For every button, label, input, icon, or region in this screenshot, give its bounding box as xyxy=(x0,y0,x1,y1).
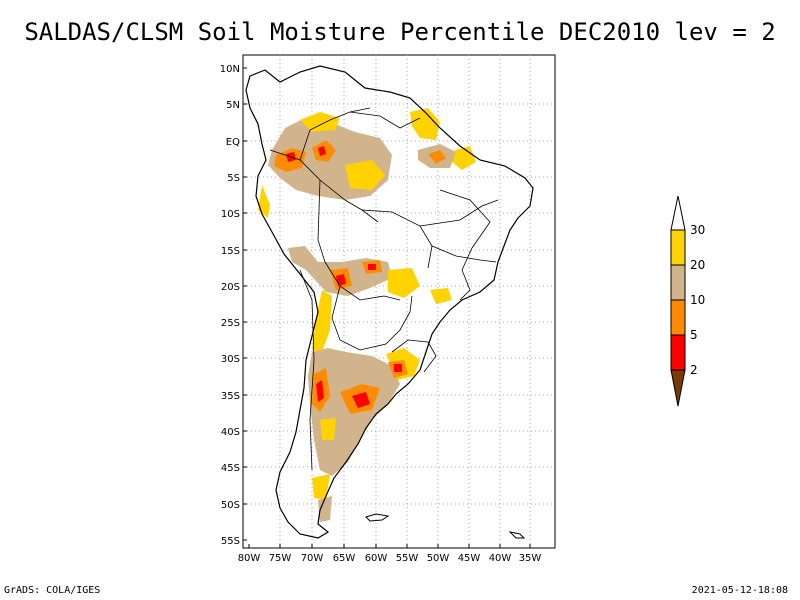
colorbar-label: 20 xyxy=(690,258,705,272)
lon-label: 80W xyxy=(238,553,261,564)
colorbar-top-arrow xyxy=(670,195,686,231)
islands xyxy=(365,513,526,539)
lat-label: 35S xyxy=(221,391,240,402)
lat-label: 10S xyxy=(221,209,240,220)
lon-label: 75W xyxy=(269,553,292,564)
plot-frame xyxy=(242,54,556,549)
percentile-shading xyxy=(258,108,476,522)
shade-band-20-30 xyxy=(388,268,452,304)
shade-band-10-20 xyxy=(318,496,332,522)
lat-label: 5N xyxy=(226,100,240,111)
tick-marks xyxy=(243,67,531,548)
lat-label: 15S xyxy=(221,246,240,257)
lon-label: 60W xyxy=(365,553,388,564)
colorbar-bottom-arrow xyxy=(670,369,686,407)
shade-band-5-10 xyxy=(312,360,408,414)
colorbar-labels: 30 20 10 5 2 xyxy=(690,223,705,377)
lat-label: 30S xyxy=(221,354,240,365)
lat-label: 40S xyxy=(221,427,240,438)
colorbar-label: 30 xyxy=(690,223,705,237)
shade-band-2-5 xyxy=(286,146,326,162)
longitude-labels: 80W 75W 70W 65W 60W 55W 50W 45W 40W 35W xyxy=(238,553,542,564)
lat-label: 20S xyxy=(221,282,240,293)
colorbar-label: 10 xyxy=(690,293,705,307)
lat-label: 55S xyxy=(221,536,240,547)
colorbar-label: 2 xyxy=(690,363,698,377)
lon-label: 50W xyxy=(427,553,450,564)
footer-credit: GrADS: COLA/IGES xyxy=(4,585,101,596)
lon-label: 65W xyxy=(333,553,356,564)
lon-label: 70W xyxy=(301,553,324,564)
map-title: SALDAS/CLSM Soil Moisture Percentile DEC… xyxy=(24,18,776,46)
shade-band-2-5 xyxy=(316,364,402,408)
colorbar-label: 5 xyxy=(690,328,698,342)
lat-label: 5S xyxy=(227,173,240,184)
colorbar-legend xyxy=(670,195,686,407)
lon-label: 40W xyxy=(489,553,512,564)
shade-band-20-30 xyxy=(410,108,476,170)
lat-label: 45S xyxy=(221,463,240,474)
lon-label: 35W xyxy=(519,553,542,564)
country-borders xyxy=(269,107,499,471)
lat-label: 10N xyxy=(220,64,240,75)
colorbar-swatch-20-30 xyxy=(670,229,686,266)
colorbar-swatch-10-20 xyxy=(670,264,686,301)
footer-timestamp: 2021-05-12-18:08 xyxy=(691,585,788,596)
colorbar-swatch-5-10 xyxy=(670,299,686,336)
shade-band-2-5 xyxy=(336,264,376,286)
lon-label: 55W xyxy=(396,553,419,564)
shade-band-20-30 xyxy=(312,290,332,352)
shade-band-20-30 xyxy=(312,348,420,500)
lat-label: 25S xyxy=(221,318,240,329)
latitude-labels: 10N 5N EQ 5S 10S 15S 20S 25S 30S 35S 40S… xyxy=(220,64,240,547)
colorbar-swatch-2-5 xyxy=(670,334,686,371)
lat-label: EQ xyxy=(226,137,240,148)
lat-label: 50S xyxy=(221,500,240,511)
lon-label: 45W xyxy=(458,553,481,564)
shade-band-20-30 xyxy=(258,112,385,218)
south-america-coastline xyxy=(245,65,534,539)
shade-band-5-10 xyxy=(428,150,446,164)
